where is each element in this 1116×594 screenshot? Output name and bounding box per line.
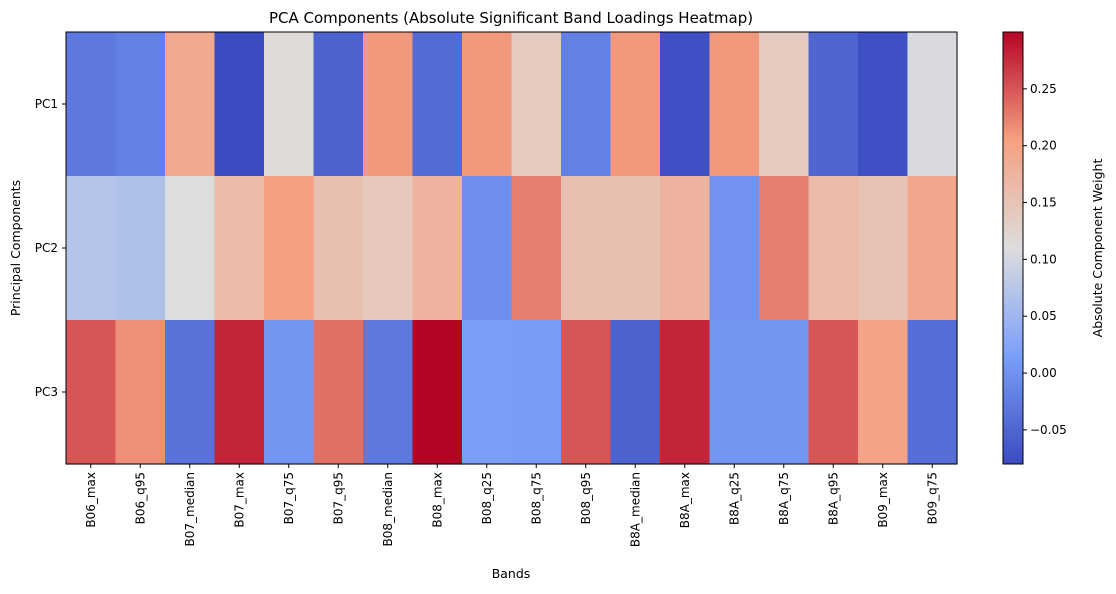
x-tick-label-B08_max: B08_max xyxy=(430,472,444,528)
heatmap-cell-PC3-B08_q25 xyxy=(462,320,513,465)
x-tick-label-B07_q95: B07_q95 xyxy=(331,472,345,524)
heatmap-cell-PC1-B8A_q95 xyxy=(808,32,859,177)
x-tick-label-B09_max: B09_max xyxy=(876,472,890,528)
heatmap-cell-PC3-B08_q95 xyxy=(561,320,612,465)
chart-title: PCA Components (Absolute Significant Ban… xyxy=(269,9,753,27)
heatmap-cell-PC3-B8A_q75 xyxy=(759,320,810,465)
x-tick-label-B06_max: B06_max xyxy=(84,472,98,528)
heatmap-cell-PC2-B08_q25 xyxy=(462,176,513,321)
x-tick-label-B06_q95: B06_q95 xyxy=(133,472,147,524)
x-tick-label-B8A_q95: B8A_q95 xyxy=(826,472,840,525)
heatmap-cell-PC3-B09_max xyxy=(858,320,909,465)
x-tick-label-B08_q25: B08_q25 xyxy=(480,472,494,524)
heatmap-cell-PC1-B8A_q25 xyxy=(709,32,760,177)
heatmap-cell-PC3-B8A_q95 xyxy=(808,320,859,465)
colorbar-tick-label: 0.10 xyxy=(1030,252,1057,266)
colorbar: −0.05 0.00 0.05 0.10 0.15 0.20 0.25 Absolute C… xyxy=(1002,31,1105,465)
x-axis: B06_max B06_q95 B07_median B07_max B07_q75 B0… xyxy=(84,464,939,547)
heatmap-cell-PC1-B07_median xyxy=(165,32,216,177)
colorbar-gradient xyxy=(1002,31,1024,465)
colorbar-tick-label: 0.25 xyxy=(1030,82,1057,96)
heatmap-cell-PC2-B06_max xyxy=(66,176,117,321)
y-tick-label-PC1: PC1 xyxy=(35,97,58,111)
colorbar-tick-label: 0.00 xyxy=(1030,366,1057,380)
heatmap-cell-PC3-B09_q75 xyxy=(907,320,958,465)
heatmap-cell-PC3-B08_q75 xyxy=(511,320,562,465)
heatmap-cell-PC2-B07_max xyxy=(214,176,265,321)
x-tick-label-B07_q75: B07_q75 xyxy=(282,472,296,524)
heatmap-cell-PC2-B08_median xyxy=(363,176,414,321)
heatmap-cell-PC2-B8A_q25 xyxy=(709,176,760,321)
heatmap-cell-PC3-B06_q95 xyxy=(115,320,166,465)
x-tick-label-B08_q75: B08_q75 xyxy=(529,472,543,524)
heatmap-cell-PC2-B08_q95 xyxy=(561,176,612,321)
colorbar-tick-label: 0.15 xyxy=(1030,196,1057,210)
x-tick-label-B08_median: B08_median xyxy=(381,472,395,546)
heatmap-cells xyxy=(66,32,958,465)
heatmap-cell-PC2-B8A_max xyxy=(660,176,711,321)
x-tick-label-B8A_median: B8A_median xyxy=(628,472,642,547)
x-tick-label-B07_max: B07_max xyxy=(232,472,246,528)
heatmap-cell-PC1-B08_max xyxy=(412,32,463,177)
x-axis-label: Bands xyxy=(492,566,531,581)
heatmap-cell-PC1-B8A_median xyxy=(610,32,661,177)
heatmap-cell-PC3-B08_max xyxy=(412,320,463,465)
x-tick-label-B8A_q25: B8A_q25 xyxy=(727,472,741,525)
heatmap-cell-PC1-B09_q75 xyxy=(907,32,958,177)
heatmap-cell-PC3-B8A_q25 xyxy=(709,320,760,465)
heatmap-cell-PC1-B08_median xyxy=(363,32,414,177)
heatmap-cell-PC1-B06_q95 xyxy=(115,32,166,177)
x-tick-label-B8A_max: B8A_max xyxy=(678,472,692,528)
colorbar-label: Absolute Component Weight xyxy=(1090,159,1105,338)
heatmap-cell-PC1-B07_q95 xyxy=(313,32,364,177)
heatmap-cell-PC1-B8A_q75 xyxy=(759,32,810,177)
colorbar-tick-label: 0.20 xyxy=(1030,139,1057,153)
colorbar-tick-label: −0.05 xyxy=(1030,423,1067,437)
heatmap-cell-PC2-B08_q75 xyxy=(511,176,562,321)
colorbar-tick-label: 0.05 xyxy=(1030,309,1057,323)
heatmap-cell-PC1-B08_q25 xyxy=(462,32,513,177)
heatmap-cell-PC2-B08_max xyxy=(412,176,463,321)
y-axis: PC1 PC2 PC3 xyxy=(35,97,66,399)
heatmap-cell-PC3-B8A_max xyxy=(660,320,711,465)
y-tick-label-PC2: PC2 xyxy=(35,241,58,255)
heatmap-cell-PC1-B09_max xyxy=(858,32,909,177)
colorbar-ticks: −0.05 0.00 0.05 0.10 0.15 0.20 0.25 xyxy=(1023,82,1067,437)
y-axis-label: Principal Components xyxy=(8,180,23,316)
heatmap-cell-PC3-B07_median xyxy=(165,320,216,465)
heatmap-cell-PC1-B08_q75 xyxy=(511,32,562,177)
heatmap-cell-PC2-B06_q95 xyxy=(115,176,166,321)
heatmap-cell-PC2-B07_median xyxy=(165,176,216,321)
heatmap-cell-PC3-B07_q75 xyxy=(264,320,315,465)
heatmap-cell-PC3-B07_max xyxy=(214,320,265,465)
heatmap-cell-PC2-B07_q95 xyxy=(313,176,364,321)
x-tick-label-B09_q75: B09_q75 xyxy=(925,472,939,524)
x-tick-label-B8A_q75: B8A_q75 xyxy=(777,472,791,525)
heatmap-cell-PC2-B07_q75 xyxy=(264,176,315,321)
heatmap-cell-PC2-B8A_q75 xyxy=(759,176,810,321)
heatmap-cell-PC2-B09_max xyxy=(858,176,909,321)
heatmap-cell-PC1-B08_q95 xyxy=(561,32,612,177)
x-tick-label-B08_q95: B08_q95 xyxy=(579,472,593,524)
heatmap-cell-PC1-B8A_max xyxy=(660,32,711,177)
heatmap-cell-PC3-B06_max xyxy=(66,320,117,465)
heatmap-cell-PC1-B07_max xyxy=(214,32,265,177)
x-tick-label-B07_median: B07_median xyxy=(183,472,197,546)
heatmap-cell-PC2-B8A_q95 xyxy=(808,176,859,321)
heatmap-cell-PC3-B08_median xyxy=(363,320,414,465)
heatmap-cell-PC3-B8A_median xyxy=(610,320,661,465)
heatmap-cell-PC3-B07_q95 xyxy=(313,320,364,465)
heatmap-cell-PC1-B06_max xyxy=(66,32,117,177)
y-tick-label-PC3: PC3 xyxy=(35,385,58,399)
heatmap-cell-PC2-B09_q75 xyxy=(907,176,958,321)
heatmap-cell-PC1-B07_q75 xyxy=(264,32,315,177)
heatmap-cell-PC2-B8A_median xyxy=(610,176,661,321)
